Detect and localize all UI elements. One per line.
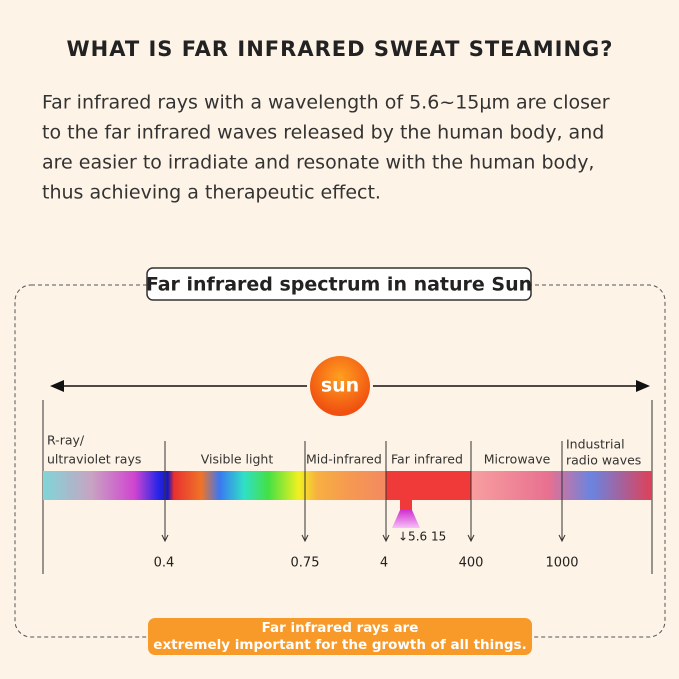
band-label: radio waves [566,453,641,468]
divider-arrows [161,534,566,543]
dividers [164,441,563,540]
arrow-tip [467,534,475,543]
paragraph-line: thus achieving a therapeutic effect. [42,182,381,204]
arrow-tip [382,534,390,543]
arrow-head [50,380,64,392]
band-label: R-ray/ [47,433,85,448]
band-label: ultraviolet rays [47,452,141,467]
band-label: Far infrared [391,452,463,467]
band-label: Microwave [484,452,551,467]
band-label: Visible light [201,452,274,467]
tick-label: 0.4 [154,556,175,571]
footer-box [148,618,532,655]
arrow-head [636,380,650,392]
marker-label: ↓5.6 15 [398,530,446,544]
arrow-tip [301,534,309,543]
tick-label: 400 [459,556,484,571]
arrow-tip [161,534,169,543]
tick-label: 0.75 [291,556,320,571]
section-title: Far infrared spectrum in nature Sun [146,274,532,296]
sun [310,356,370,416]
band-label: Mid-infrared [306,452,382,467]
band-label: Industrial [566,437,625,452]
paragraph-line: are easier to irradiate and resonate wit… [42,152,594,174]
marker-glow [392,510,420,528]
paragraph-line: Far infrared rays with a wavelength of 5… [42,92,610,114]
title: WHAT IS FAR INFRARED SWEAT STEAMING? [67,37,614,61]
paragraph-line: to the far infrared waves released by th… [42,122,604,144]
spectrum-bar [43,471,652,500]
footer-line: extremely important for the growth of al… [153,637,526,653]
arrow-tip [558,534,566,543]
section-title-box [146,267,532,301]
far-infrared-band [386,471,471,500]
marker-stem [400,500,412,510]
footer-line: Far infrared rays are [262,620,419,636]
tick-label: 1000 [545,556,578,571]
sun-label: sun [321,375,359,397]
tick-label: 4 [380,556,388,571]
